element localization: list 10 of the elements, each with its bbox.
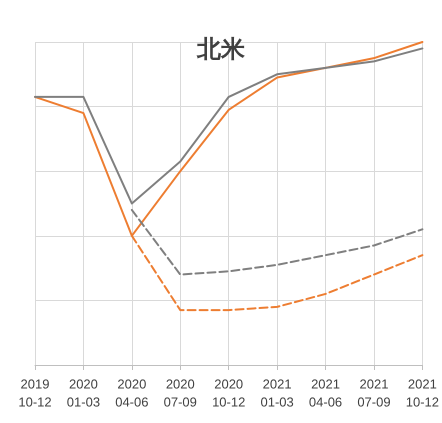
x-tick-label: 2019 10-12 <box>18 376 52 410</box>
chart-title: 北米 <box>196 35 246 63</box>
x-tick-label: 2020 10-12 <box>212 376 246 410</box>
x-tick-label: 2020 07-09 <box>164 376 197 410</box>
x-tick-label: 2021 07-09 <box>357 376 391 410</box>
x-tick-label: 2021 10-12 <box>406 376 439 410</box>
x-tick-label: 2020 01-03 <box>66 376 100 410</box>
x-tick-label: 2021 01-03 <box>260 376 294 410</box>
x-tick-label: 2021 04-06 <box>308 376 342 410</box>
x-tick-label: 2020 04-06 <box>115 376 148 410</box>
